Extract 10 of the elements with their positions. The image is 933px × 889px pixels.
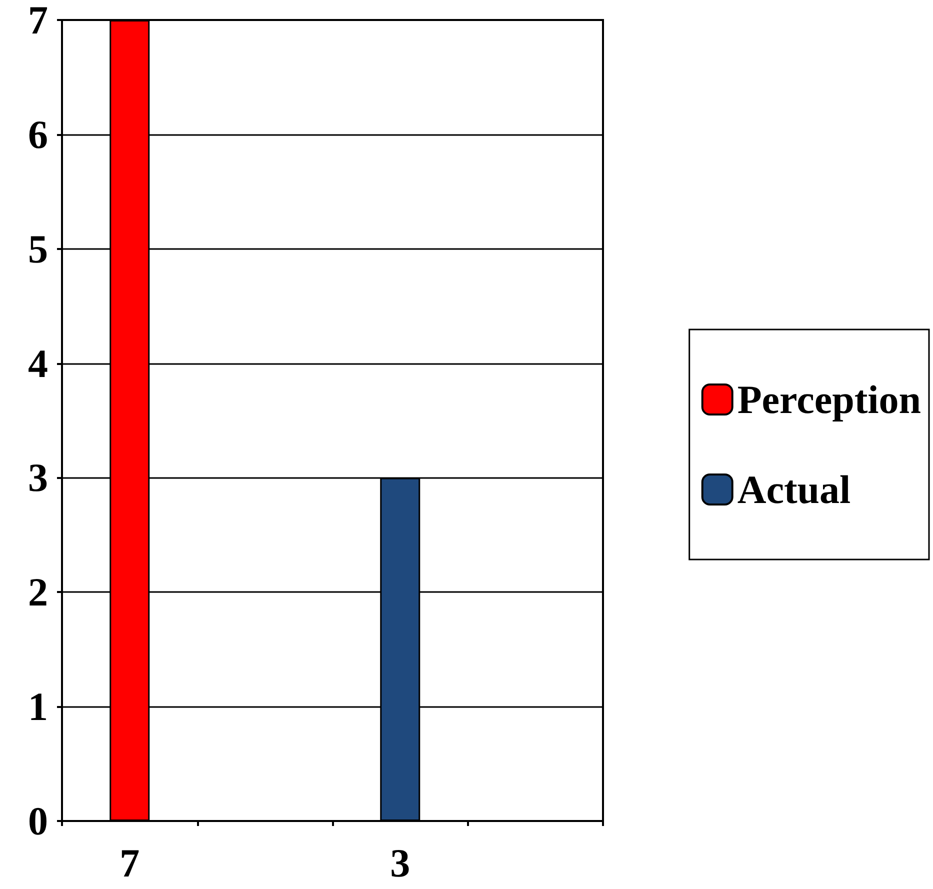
y-tick-label: 7 — [28, 0, 48, 42]
y-tick-label: 3 — [28, 455, 48, 500]
y-tick-label: 4 — [28, 340, 48, 386]
y-tick-label: 1 — [28, 684, 48, 730]
y-tick-label: 2 — [28, 570, 48, 615]
y-tick-label: 6 — [28, 112, 48, 157]
y-tick-label: 0 — [28, 798, 48, 844]
y-tick-label: 5 — [28, 226, 48, 272]
legend-label: Perception — [737, 377, 922, 422]
legend-label: Actual — [737, 467, 851, 512]
